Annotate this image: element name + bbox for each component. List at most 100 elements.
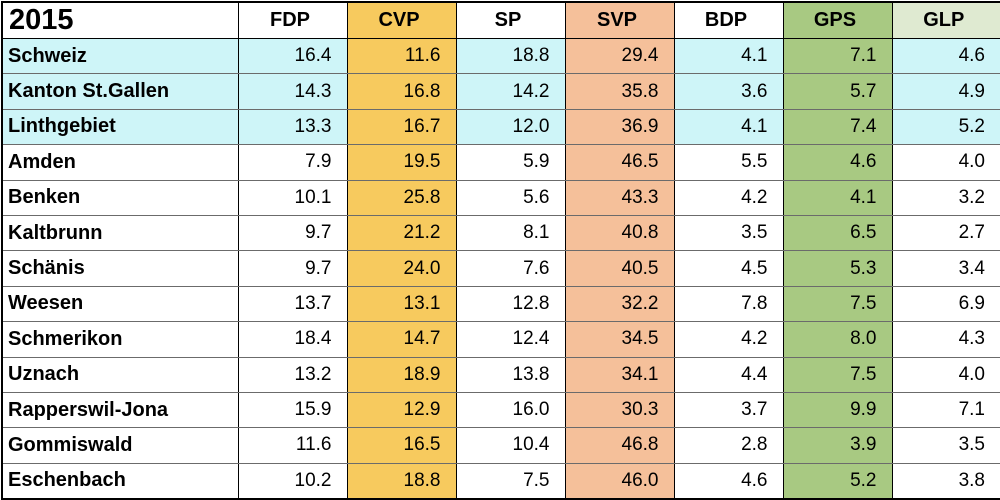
data-cell-gps: 3.9 [782, 427, 893, 464]
row-name-cell: Schänis [1, 250, 239, 287]
data-cell-bdp: 2.8 [673, 427, 784, 464]
data-cell-svp: 36.9 [564, 108, 675, 146]
row-name-cell: Kanton St.Gallen [1, 73, 239, 110]
data-cell-gps: 8.0 [782, 321, 893, 358]
data-cell-svp: 43.3 [564, 179, 675, 216]
data-cell-cvp: 12.9 [346, 391, 457, 429]
data-cell-svp: 29.4 [564, 37, 675, 75]
data-cell-svp: 32.2 [564, 285, 675, 323]
data-cell-cvp: 19.5 [346, 144, 457, 181]
data-cell-fdp: 11.6 [237, 427, 348, 464]
table-row: Schmerikon 18.4 14.7 12.4 34.5 4.2 8.0 4.3 [1, 321, 1000, 358]
data-cell-bdp: 4.6 [673, 462, 784, 500]
data-cell-gps: 9.9 [782, 391, 893, 429]
row-name-cell: Uznach [1, 356, 239, 393]
data-cell-sp: 13.8 [455, 356, 566, 393]
data-cell-fdp: 13.2 [237, 356, 348, 393]
header-cell-fdp: FDP [237, 2, 348, 39]
row-name-cell: Benken [1, 179, 239, 216]
table-row: Gommiswald 11.6 16.5 10.4 46.8 2.8 3.9 3.5 [1, 427, 1000, 464]
data-cell-svp: 34.1 [564, 356, 675, 393]
data-cell-sp: 5.6 [455, 179, 566, 216]
row-name-cell: Gommiswald [1, 427, 239, 464]
data-cell-svp: 40.5 [564, 250, 675, 287]
data-cell-sp: 16.0 [455, 391, 566, 429]
data-cell-bdp: 4.2 [673, 179, 784, 216]
data-cell-fdp: 13.7 [237, 285, 348, 323]
data-cell-gps: 4.1 [782, 179, 893, 216]
data-cell-bdp: 7.8 [673, 285, 784, 323]
data-cell-svp: 46.0 [564, 462, 675, 500]
data-cell-bdp: 4.5 [673, 250, 784, 287]
data-cell-svp: 46.8 [564, 427, 675, 464]
data-cell-glp: 3.5 [891, 427, 1000, 464]
data-cell-gps: 7.5 [782, 356, 893, 393]
data-cell-cvp: 11.6 [346, 37, 457, 75]
data-cell-gps: 4.6 [782, 144, 893, 181]
row-name-cell: Schweiz [1, 37, 239, 75]
header-cell-cvp: CVP [346, 2, 457, 39]
header-cell-gps: GPS [782, 2, 893, 39]
data-cell-glp: 4.0 [891, 356, 1000, 393]
row-name-cell: Linthgebiet [1, 108, 239, 146]
data-cell-svp: 35.8 [564, 73, 675, 110]
row-name-cell: Amden [1, 144, 239, 181]
data-cell-fdp: 10.2 [237, 462, 348, 500]
data-cell-glp: 6.9 [891, 285, 1000, 323]
row-name-cell: Kaltbrunn [1, 214, 239, 252]
header-cell-bdp: BDP [673, 2, 784, 39]
data-cell-glp: 3.4 [891, 250, 1000, 287]
header-row: 2015 FDP CVP SP SVP BDP GPS GLP [1, 2, 1000, 39]
header-cell-svp: SVP [564, 2, 675, 39]
data-cell-sp: 7.6 [455, 250, 566, 287]
data-cell-gps: 7.1 [782, 37, 893, 75]
data-cell-bdp: 3.5 [673, 214, 784, 252]
data-cell-fdp: 16.4 [237, 37, 348, 75]
data-cell-cvp: 16.8 [346, 73, 457, 110]
data-cell-glp: 4.6 [891, 37, 1000, 75]
data-cell-cvp: 25.8 [346, 179, 457, 216]
table-row: Weesen 13.7 13.1 12.8 32.2 7.8 7.5 6.9 [1, 285, 1000, 323]
table-row: Eschenbach 10.2 18.8 7.5 46.0 4.6 5.2 3.8 [1, 462, 1000, 500]
data-cell-glp: 4.3 [891, 321, 1000, 358]
data-cell-cvp: 16.7 [346, 108, 457, 146]
data-cell-bdp: 5.5 [673, 144, 784, 181]
data-cell-gps: 7.5 [782, 285, 893, 323]
data-cell-fdp: 14.3 [237, 73, 348, 110]
data-cell-sp: 5.9 [455, 144, 566, 181]
row-name-cell: Weesen [1, 285, 239, 323]
data-cell-glp: 4.9 [891, 73, 1000, 110]
data-cell-glp: 3.2 [891, 179, 1000, 216]
data-cell-cvp: 18.9 [346, 356, 457, 393]
year-title: 2015 [1, 2, 239, 39]
data-cell-cvp: 16.5 [346, 427, 457, 464]
data-cell-glp: 2.7 [891, 214, 1000, 252]
data-cell-fdp: 13.3 [237, 108, 348, 146]
data-cell-glp: 3.8 [891, 462, 1000, 500]
data-cell-gps: 7.4 [782, 108, 893, 146]
data-cell-fdp: 15.9 [237, 391, 348, 429]
row-name-cell: Eschenbach [1, 462, 239, 500]
data-cell-bdp: 4.1 [673, 37, 784, 75]
data-cell-glp: 7.1 [891, 391, 1000, 429]
header-cell-glp: GLP [891, 2, 1000, 39]
data-cell-cvp: 24.0 [346, 250, 457, 287]
data-cell-gps: 5.7 [782, 73, 893, 110]
data-cell-cvp: 13.1 [346, 285, 457, 323]
data-cell-cvp: 18.8 [346, 462, 457, 500]
data-cell-fdp: 9.7 [237, 214, 348, 252]
data-cell-bdp: 4.4 [673, 356, 784, 393]
row-name-cell: Rapperswil-Jona [1, 391, 239, 429]
data-cell-gps: 5.2 [782, 462, 893, 500]
data-cell-bdp: 4.1 [673, 108, 784, 146]
table-row: Kanton St.Gallen 14.3 16.8 14.2 35.8 3.6 5.7 4.… [1, 73, 1000, 110]
table-body: Schweiz 16.4 11.6 18.8 29.4 4.1 7.1 4.6 Kanton S… [1, 37, 1000, 500]
data-cell-svp: 30.3 [564, 391, 675, 429]
data-cell-fdp: 10.1 [237, 179, 348, 216]
data-cell-fdp: 9.7 [237, 250, 348, 287]
data-cell-sp: 14.2 [455, 73, 566, 110]
data-cell-sp: 12.8 [455, 285, 566, 323]
data-cell-fdp: 18.4 [237, 321, 348, 358]
table-row: Schweiz 16.4 11.6 18.8 29.4 4.1 7.1 4.6 [1, 37, 1000, 75]
